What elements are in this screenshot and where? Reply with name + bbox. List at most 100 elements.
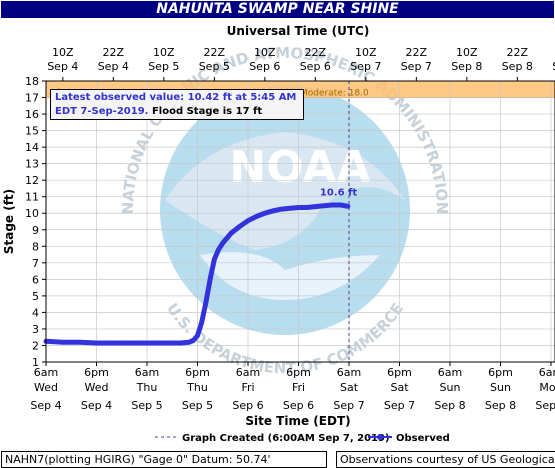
observed-point (186, 339, 192, 345)
credit-footer: Observations courtesy of US Geological S… (336, 451, 555, 468)
y-tick-label: 14 (25, 141, 39, 154)
observed-point (216, 247, 221, 252)
observed-point (178, 340, 183, 346)
observed-point (338, 202, 343, 208)
observed-point (203, 300, 209, 305)
observed-point (254, 214, 259, 219)
observed-point (245, 218, 251, 223)
bottom-tick-date: Sep 8 (485, 399, 516, 412)
latest-date-text: EDT 7-Sep-2019. (55, 106, 149, 117)
y-tick-label: 10 (25, 207, 39, 220)
bottom-tick-time: 6am (135, 366, 159, 379)
observed-point (304, 205, 310, 210)
bottom-tick-time: 6pm (185, 366, 210, 379)
top-tick-date: Sep 7 (350, 60, 381, 73)
top-tick-label: 22Z (103, 46, 125, 59)
top-tick-label: 10Z (153, 46, 175, 59)
bottom-tick-time: 6am (539, 366, 555, 379)
y-tick-label: 8 (32, 240, 39, 253)
bottom-tick-day: Fri (292, 381, 305, 394)
y-tick-label: 4 (32, 306, 39, 319)
bottom-tick-time: 6am (236, 366, 260, 379)
plot-frame (45, 80, 555, 363)
legend-created-label: Graph Created (6:00AM Sep 7, 2019) (182, 433, 390, 444)
bottom-tick-time: 6pm (488, 366, 513, 379)
observed-point (329, 202, 335, 208)
bottom-tick-date: Sep 7 (384, 399, 415, 412)
flood-stage-text: Flood Stage is 17 ft (151, 106, 263, 117)
bottom-tick-day: Sat (340, 381, 359, 394)
peak-label: 10.6 ft (320, 187, 358, 198)
bottom-tick-date: Sep 4 (81, 399, 112, 412)
bottom-tick-day: Thu (136, 381, 158, 394)
watermark-noaa-text: NOAA (229, 142, 370, 193)
bottom-tick-date: Sep 5 (131, 399, 162, 412)
observed-point (279, 206, 284, 212)
observed-point (224, 235, 230, 241)
bottom-tick-time: 6am (34, 366, 58, 379)
bottom-tick-date: Sep 7 (333, 399, 364, 412)
y-tick-label: 5 (32, 290, 39, 303)
observed-point (296, 205, 301, 210)
datum-footer: NAHN7(plotting HGIRG) "Gage 0" Datum: 50… (1, 451, 327, 468)
y-axis-label: Stage (ft) (2, 189, 16, 254)
top-axis-title: Universal Time (UTC) (227, 24, 370, 38)
y-tick-label: 12 (25, 174, 39, 187)
top-tick-label: 10Z (52, 46, 74, 59)
observed-point (144, 340, 150, 346)
bottom-tick-date: Sep 8 (434, 399, 465, 412)
top-tick-date: Sep 8 (502, 60, 533, 73)
y-tick-label: 16 (25, 108, 39, 121)
y-tick-label: 6 (32, 273, 39, 286)
observed-point (77, 339, 82, 345)
series-layer: 10.6 ft (43, 187, 358, 346)
legend-observed-marker (377, 434, 383, 440)
watermark-wave (200, 252, 380, 300)
bottom-tick-date: Sep 9 (535, 399, 555, 412)
observed-point (321, 203, 326, 208)
series-line-observed (43, 202, 351, 346)
observed-point (262, 211, 268, 216)
top-tick-date: Sep 5 (199, 60, 230, 73)
bottom-tick-day: Sat (390, 381, 409, 394)
bottom-tick-day: Sun (440, 381, 461, 394)
bottom-tick-day: Mon (539, 381, 555, 394)
observed-point (237, 224, 242, 229)
y-tick-label: 15 (25, 125, 39, 138)
bottom-tick-day: Thu (186, 381, 208, 394)
observed-point (111, 340, 116, 346)
y-tick-label: 2 (32, 339, 39, 352)
bottom-tick-day: Sun (490, 381, 511, 394)
top-tick-date: Sep 5 (148, 60, 179, 73)
top-tick-date: Sep 9 (552, 60, 555, 73)
observed-point (94, 340, 99, 346)
observed-point (207, 277, 213, 282)
top-tick-date: Sep 4 (98, 60, 129, 73)
bottom-tick-date: Sep 6 (232, 399, 263, 412)
y-tick-label: 18 (25, 75, 39, 88)
bottom-tick-day: Wed (85, 381, 109, 394)
top-tick-label: 22Z (204, 46, 226, 59)
latest-value-text: Latest observed value: 10.42 ft at 5:45 … (55, 92, 297, 103)
observed-point (345, 204, 351, 209)
observed-point (228, 230, 234, 236)
top-tick-date: Sep 6 (300, 60, 331, 73)
top-tick-label: 22Z (305, 46, 327, 59)
observed-point (161, 340, 167, 346)
y-tick-label: 9 (32, 224, 39, 237)
top-tick-label: 22Z (507, 46, 529, 59)
y-tick-label: 13 (25, 158, 39, 171)
chart-title: NAHUNTA SWAMP NEAR SHINE (1, 1, 554, 18)
y-tick-label: 11 (25, 191, 39, 204)
legend-observed-label: Observed (396, 433, 450, 444)
observed-point (191, 338, 196, 343)
x-axis-label: Site Time (EDT) (245, 414, 350, 428)
bottom-tick-date: Sep 5 (182, 399, 213, 412)
observed-point (220, 240, 225, 246)
observed-point (313, 204, 318, 209)
bottom-tick-date: Sep 4 (30, 399, 61, 412)
bottom-tick-day: Wed (34, 381, 58, 394)
top-tick-label: 10Z (456, 46, 478, 59)
bottom-tick-time: 6am (438, 366, 462, 379)
